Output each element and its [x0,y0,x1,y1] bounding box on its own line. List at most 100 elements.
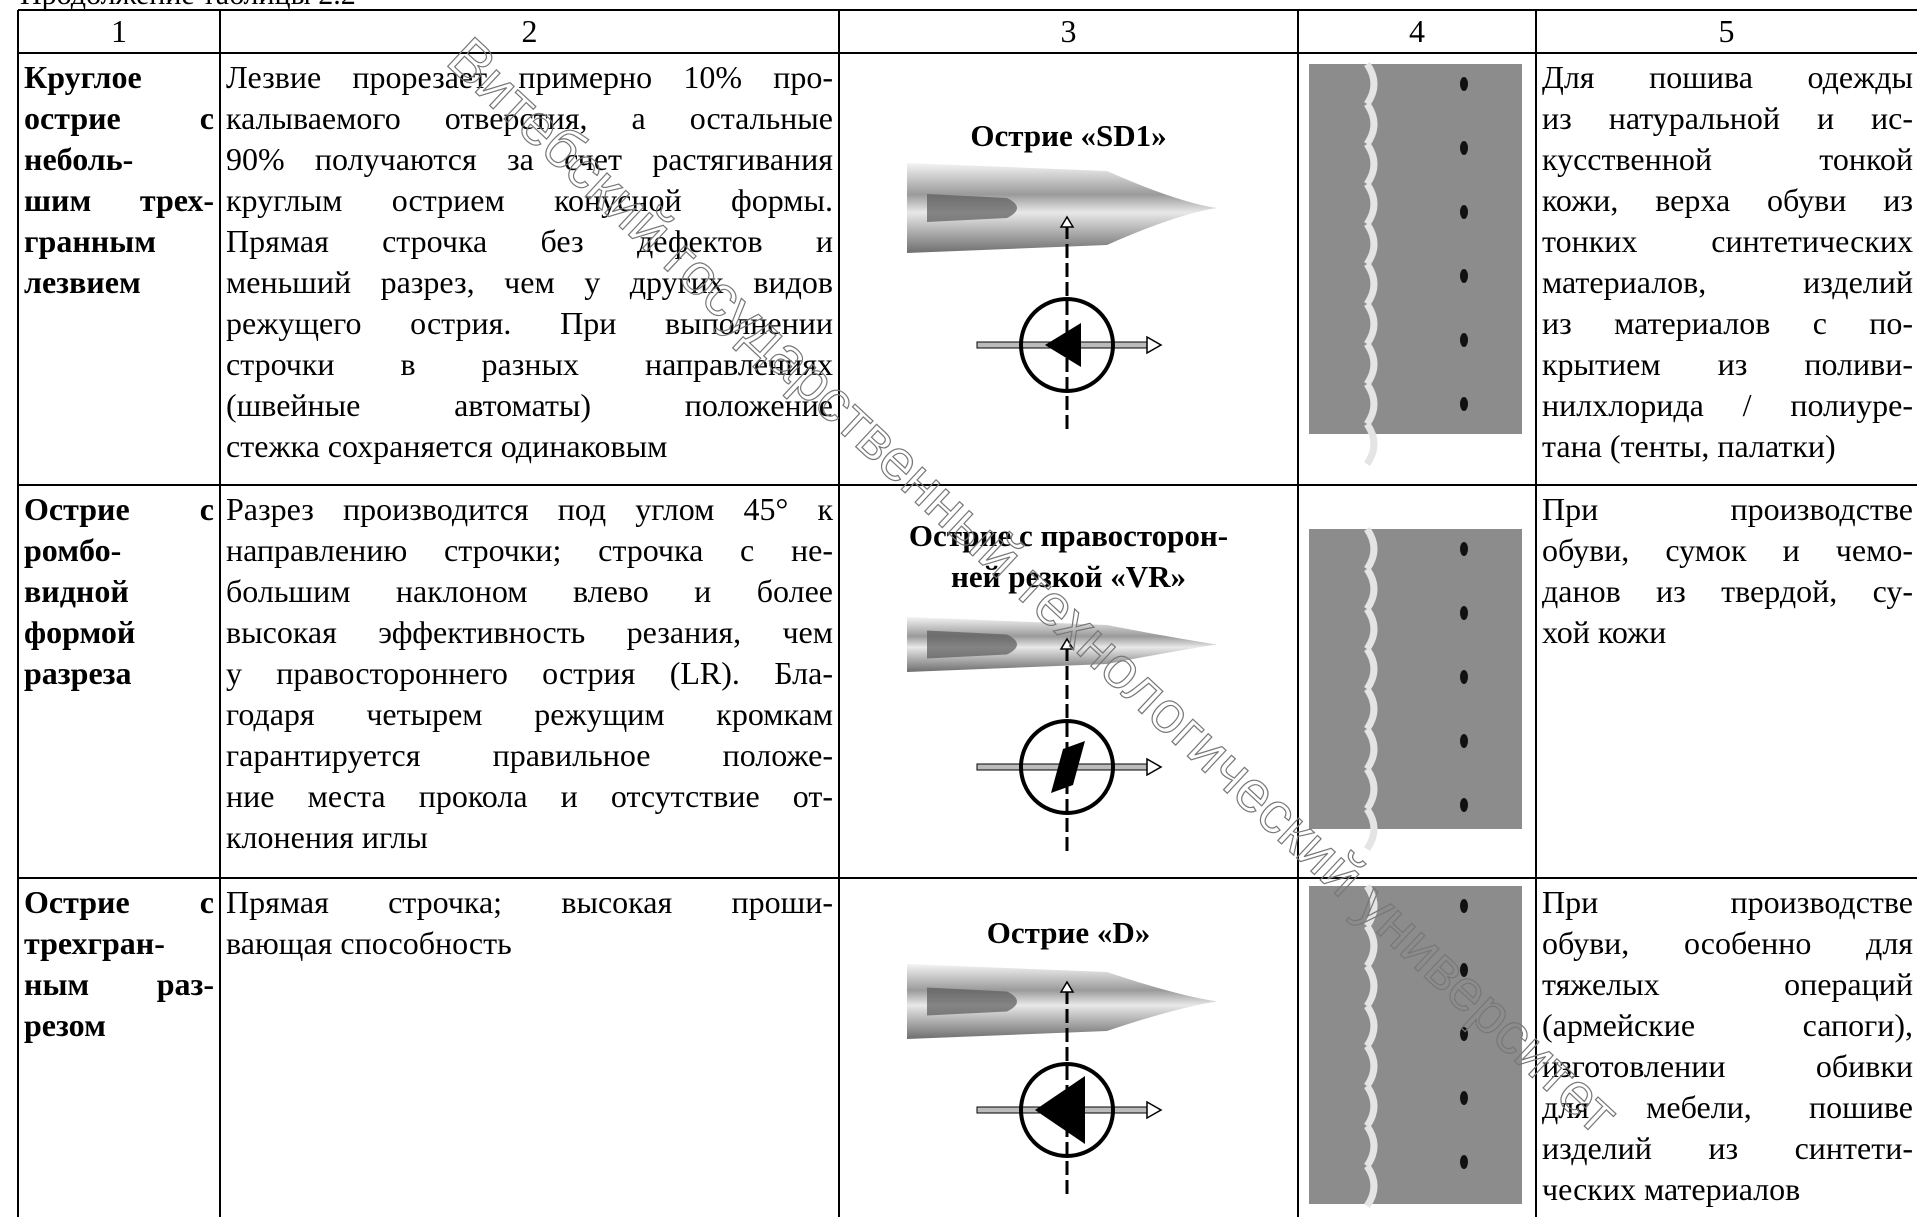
arrow-up [1059,215,1075,228]
needle-label: Острие «SD1» [839,115,1298,156]
stitch-hole [1460,606,1468,620]
text-line: Круглое [24,59,142,95]
stitch-hole [1460,734,1468,748]
text-line: калываемого отверстия, а остальные [226,100,833,136]
text-line: Прямая строчка без дефектов и [226,223,833,259]
stitch-hole [1460,141,1468,155]
text-line: острие с [24,100,214,136]
point-shape [1051,741,1085,793]
stitch-hole [1460,963,1468,977]
text-line: разреза [24,655,132,691]
needle [907,964,1217,1039]
illustration [907,61,1522,467]
stitch-hole [1460,1091,1468,1105]
arrow-right [1146,1100,1163,1120]
text-line: у правостороннего острия (LR). Бла- [226,655,833,691]
stitch-hole [1460,1155,1468,1169]
header-cell: 2 [521,13,538,49]
stitch-hole [1460,899,1468,913]
text-line: тонких синтетических [1542,223,1913,259]
text-line: обуви, особенно для [1542,925,1913,961]
needle-eye [927,630,1017,659]
text-line: из натуральной и ис- [1542,100,1913,136]
text-line: гранным [24,223,156,259]
stitch-hole [1460,670,1468,684]
text-line: нилхлорида / полиуре- [1542,387,1913,423]
text-line: режущего острия. При выполнении [226,305,833,341]
table-border [18,484,1917,486]
point-shape [1045,323,1081,367]
text-line: Прямая строчка; высокая проши- [226,884,833,920]
text-line: 90% получаются за счет растягивания [226,141,833,177]
text-line: стежка сохраняется одинаковым [226,428,668,464]
stitch-hole [1460,397,1468,411]
text-line: круглым острием конусной формы. [226,182,833,218]
table-border [1297,10,1299,1217]
needle [907,163,1217,253]
point-shape [1035,1076,1085,1144]
arrow-up [1059,637,1075,650]
needle-eye [927,194,1017,222]
table-border [219,10,221,1217]
table-border [1535,10,1537,1217]
text-line: Для пошива одежды [1542,59,1913,95]
text-line: строчки в разных направлениях [226,346,833,382]
text-line: хой кожи [1542,614,1667,650]
text-line: большим наклоном влево и более [226,573,833,609]
text-line: обуви, сумок и чемо- [1542,532,1913,568]
header-cell: 3 [1060,13,1077,49]
application-cell: Для пошива одежды из натуральной и ис-кус… [1542,57,1913,467]
caption: Продолжение таблицы 2.2 [20,0,356,12]
symbol-circle [1019,297,1115,393]
table-border [17,10,19,1217]
illustration [907,526,1522,853]
text-line: кожи, верха обуви из [1542,182,1913,218]
label-line: Острие «D» [986,915,1151,950]
stitch-hole [1460,1027,1468,1041]
text-line: неболь- [24,141,134,177]
text-line: направлению строчки; строчка с не- [226,532,833,568]
text-line: тана (тенты, палатки) [1542,428,1836,464]
symbol-circle [1019,1062,1115,1158]
text-line: крытием из поливи- [1542,346,1913,382]
text-line: клонения иглы [226,819,428,855]
stitch-line [1364,61,1378,467]
header-cell: 1 [111,13,127,49]
needle-label: Острие с правосторон-ней резкой «VR» [839,515,1298,597]
text-line: ным раз- [24,966,214,1002]
text-line: изделий из синтети- [1542,1130,1913,1166]
arrow-right [1146,757,1163,777]
stitch-photo [1309,529,1522,829]
text-line: шим трех- [24,182,214,218]
text-line: Разрез производится под углом 45° к [226,491,833,527]
stitch-line [1364,526,1378,852]
description-cell: Разрез производится под углом 45° к напра… [226,489,833,858]
table-border [18,877,1917,879]
text-line: трехгран- [24,925,165,961]
table-border [838,10,840,1217]
stitch-line [1364,883,1378,1209]
table-border [18,9,1917,11]
stitch-hole [1460,542,1468,556]
description-cell: Прямая строчка; высокая проши-вающая спо… [226,882,833,964]
application-cell: При производстве обуви, особенно для тяжел… [1542,882,1913,1210]
text-line: гарантируется правильное положе- [226,737,833,773]
text-line: Острие с [24,491,214,527]
text-line: годаря четырем режущим кромкам [226,696,833,732]
text-line: Острие с [24,884,214,920]
text-line: формой [24,614,136,650]
application-cell: При производстве обуви, сумок и чемо-дано… [1542,489,1913,653]
stitch-photo [1309,886,1522,1204]
text-line: Лезвие прорезает примерно 10% про- [226,59,833,95]
text-line: вающая способность [226,925,512,961]
stitch-hole [1460,205,1468,219]
stitch-hole [1460,77,1468,91]
stitch-hole [1460,333,1468,347]
symbol-circle [1019,719,1115,815]
text-line: для мебели, пошиве [1542,1089,1913,1125]
arrow-right [1146,335,1163,355]
stitch-photo [1309,64,1522,434]
